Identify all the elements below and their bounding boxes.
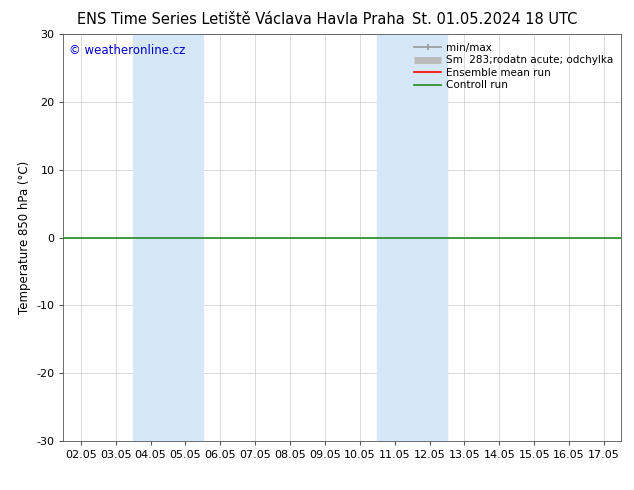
- Text: © weatheronline.cz: © weatheronline.cz: [69, 45, 185, 57]
- Bar: [377, 34, 447, 441]
- Text: ENS Time Series Letiště Václava Havla Praha: ENS Time Series Letiště Václava Havla Pr…: [77, 12, 404, 27]
- Y-axis label: Temperature 850 hPa (°C): Temperature 850 hPa (°C): [18, 161, 30, 314]
- Legend: min/max, Sm  283;rodatn acute; odchylka, Ensemble mean run, Controll run: min/max, Sm 283;rodatn acute; odchylka, …: [411, 40, 616, 94]
- Text: St. 01.05.2024 18 UTC: St. 01.05.2024 18 UTC: [412, 12, 577, 27]
- Bar: [133, 34, 203, 441]
